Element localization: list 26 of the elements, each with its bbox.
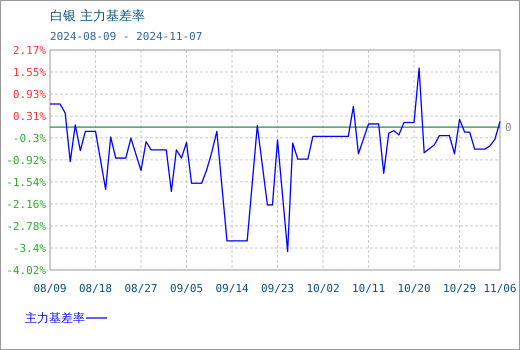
x-tick-label: 09/23 (260, 282, 294, 295)
y-tick-label: -4.02% (6, 264, 46, 277)
chart-subtitle: 2024-08-09 - 2024-11-07 (50, 30, 202, 43)
x-tick-label: 10/29 (442, 282, 476, 295)
y-tick-label: 1.55% (12, 66, 46, 80)
x-tick-label: 08/18 (78, 282, 112, 295)
x-tick-label: 09/05 (170, 282, 204, 295)
x-tick-label: 08/27 (124, 282, 158, 295)
x-tick-label: 09/14 (215, 282, 249, 295)
x-tick-label: 10/11 (352, 282, 386, 295)
chart-title: 白银 主力基差率 (50, 8, 146, 24)
x-tick-label: 10/02 (306, 282, 340, 295)
x-tick-label: 11/06 (483, 282, 517, 295)
x-tick-label: 08/09 (33, 282, 67, 295)
ref-line-label: 0 (505, 121, 512, 134)
y-tick-label: -2.16% (6, 198, 46, 211)
y-tick-label: -3.4% (12, 242, 46, 255)
y-tick-label: 0.31% (12, 110, 46, 124)
y-tick-label: -0.92% (6, 154, 46, 167)
legend-label: 主力基差率 (25, 311, 85, 325)
y-tick-label: 2.17% (12, 44, 46, 57)
y-tick-label: 0.93% (12, 88, 46, 102)
y-tick-label: -1.54% (6, 176, 46, 189)
y-tick-label: -2.78% (6, 220, 46, 233)
x-tick-label: 10/20 (397, 282, 431, 295)
y-tick-label: -0.3% (12, 132, 46, 145)
